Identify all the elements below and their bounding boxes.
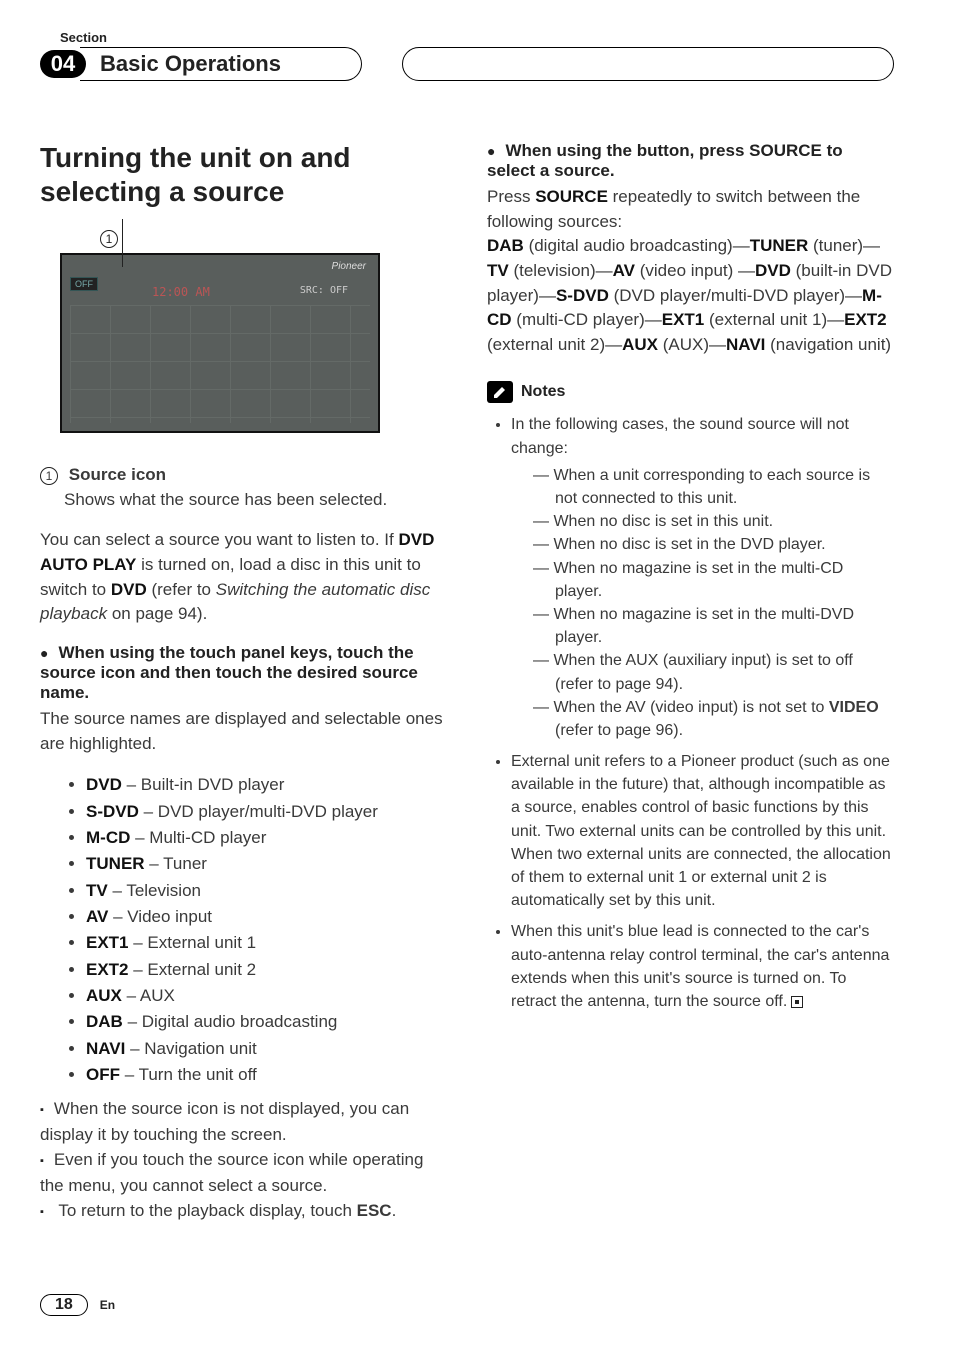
- src-val: OFF: [330, 285, 348, 296]
- off-badge: OFF: [70, 277, 98, 291]
- source-item: TUNER – Tuner: [86, 851, 447, 877]
- intro-paragraph: You can select a source you want to list…: [40, 528, 447, 627]
- press-b: SOURCE: [535, 187, 608, 206]
- notes-heading: Notes: [487, 381, 894, 403]
- intro-pre: You can select a source you want to list…: [40, 530, 398, 549]
- clock-label: 12:00 AM: [152, 285, 210, 299]
- source-item: DAB – Digital audio broadcasting: [86, 1009, 447, 1035]
- note1-item: When no magazine is set in the multi-DVD…: [533, 603, 894, 649]
- pencil-icon: [487, 381, 513, 403]
- left-column: Turning the unit on and selecting a sour…: [40, 141, 447, 1224]
- page-number: 18: [40, 1294, 88, 1316]
- header-row: 04 Basic Operations: [40, 47, 894, 81]
- chapter-title: Basic Operations: [80, 47, 362, 81]
- sq3-pre: To return to the playback display, touch: [58, 1201, 356, 1220]
- touch-note-3: To return to the playback display, touch…: [40, 1198, 447, 1224]
- device-screenshot: Pioneer OFF 12:00 AM SRC: OFF: [60, 253, 380, 433]
- touch-notes-list: When the source icon is not displayed, y…: [40, 1096, 447, 1224]
- notes-label: Notes: [521, 383, 565, 401]
- source-item: M-CD – Multi-CD player: [86, 825, 447, 851]
- source-icon-desc: Shows what the source has been selected.: [64, 488, 387, 513]
- sq3-b: ESC: [357, 1201, 392, 1220]
- note1-sublist: When a unit corresponding to each source…: [511, 464, 894, 742]
- button-heading: When using the button, press SOURCE to s…: [487, 141, 894, 181]
- src-key: SRC:: [300, 285, 324, 296]
- note1-item: When a unit corresponding to each source…: [533, 464, 894, 510]
- note-2: External unit refers to a Pioneer produc…: [511, 750, 894, 912]
- source-item: EXT1 – External unit 1: [86, 930, 447, 956]
- touch-note-2: Even if you touch the source icon while …: [40, 1147, 447, 1198]
- end-of-section-icon: [791, 996, 803, 1008]
- sources-list: DVD – Built-in DVD playerS-DVD – DVD pla…: [40, 772, 447, 1088]
- screenshot-grid: [70, 305, 370, 423]
- note1-lead: In the following cases, the sound source…: [511, 416, 849, 456]
- notes-list: In the following cases, the sound source…: [487, 413, 894, 1013]
- note1-item-av: When the AV (video input) is not set to …: [533, 696, 894, 742]
- intro-mid2: (refer to: [147, 580, 216, 599]
- source-item: TV – Television: [86, 878, 447, 904]
- callout-number: 1: [100, 230, 118, 248]
- section-label: Section: [60, 30, 894, 45]
- source-icon-title: Source icon: [69, 465, 166, 484]
- touch-panel-heading: When using the touch panel keys, touch t…: [40, 643, 447, 703]
- source-item: S-DVD – DVD player/multi-DVD player: [86, 799, 447, 825]
- source-item: AV – Video input: [86, 904, 447, 930]
- source-item: NAVI – Navigation unit: [86, 1036, 447, 1062]
- note1-item: When no magazine is set in the multi-CD …: [533, 557, 894, 603]
- footer: 18 En: [40, 1294, 115, 1316]
- callout-marker: 1: [100, 228, 447, 249]
- note3-text: When this unit's blue lead is connected …: [511, 923, 889, 1010]
- source-item: OFF – Turn the unit off: [86, 1062, 447, 1088]
- src-label: SRC: OFF: [300, 285, 348, 296]
- note1-item-aux: When the AUX (auxiliary input) is set to…: [533, 649, 894, 695]
- press-source-line: Press SOURCE repeatedly to switch betwee…: [487, 185, 894, 234]
- section-heading: Turning the unit on and selecting a sour…: [40, 141, 447, 208]
- note1-item: When no disc is set in this unit.: [533, 510, 894, 533]
- language-label: En: [100, 1298, 115, 1312]
- press-pre: Press: [487, 187, 535, 206]
- brand-label: Pioneer: [332, 261, 366, 272]
- source-chain: DAB (digital audio broadcasting)—TUNER (…: [487, 234, 894, 357]
- intro-b2: DVD: [111, 580, 147, 599]
- right-column: When using the button, press SOURCE to s…: [487, 141, 894, 1224]
- content-columns: Turning the unit on and selecting a sour…: [40, 141, 894, 1224]
- source-icon-block: 1 Source icon Shows what the source has …: [40, 463, 447, 512]
- touch-note-1: When the source icon is not displayed, y…: [40, 1096, 447, 1147]
- source-item: AUX – AUX: [86, 983, 447, 1009]
- callout-leader-line: [122, 219, 123, 267]
- source-item: DVD – Built-in DVD player: [86, 772, 447, 798]
- note1-item: When no disc is set in the DVD player.: [533, 533, 894, 556]
- page: Section 04 Basic Operations Turning the …: [0, 0, 954, 1352]
- note-3: When this unit's blue lead is connected …: [511, 920, 894, 1013]
- source-icon-num: 1: [40, 467, 58, 485]
- source-item: EXT2 – External unit 2: [86, 957, 447, 983]
- touch-panel-desc: The source names are displayed and selec…: [40, 707, 447, 756]
- intro-post: on page 94).: [107, 604, 207, 623]
- header-ghost-pill: [402, 47, 894, 81]
- note-1: In the following cases, the sound source…: [511, 413, 894, 742]
- sq3-post: .: [392, 1201, 397, 1220]
